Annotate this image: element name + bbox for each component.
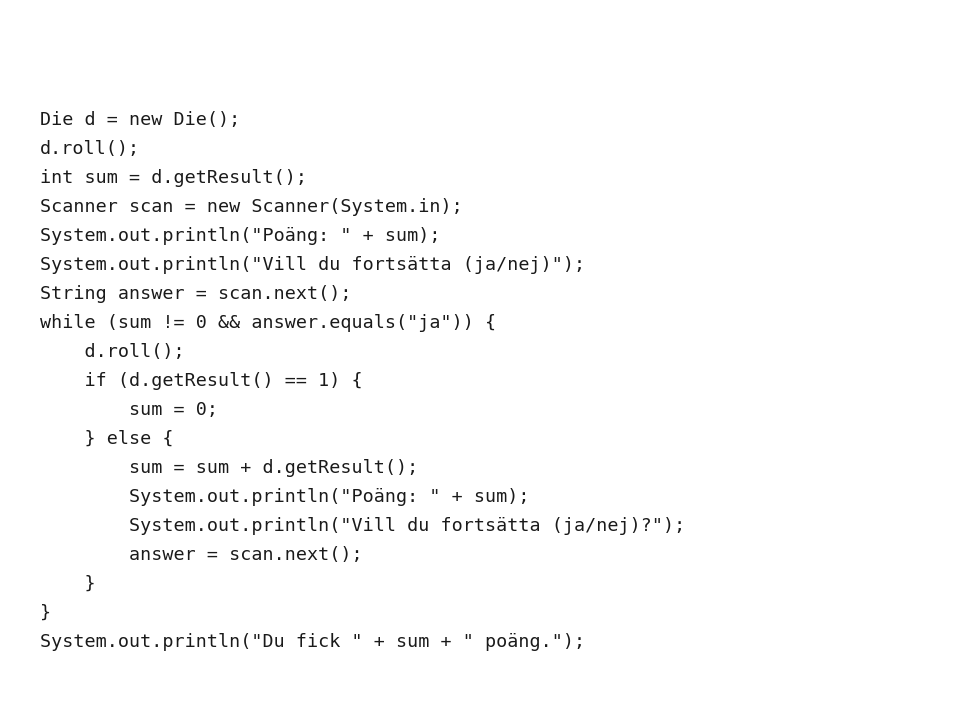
Text: System.out.println("Poäng: " + sum);: System.out.println("Poäng: " + sum); xyxy=(40,488,530,506)
Text: }: } xyxy=(40,575,96,593)
Text: } else {: } else { xyxy=(40,430,174,448)
Text: System.out.println("Vill du fortsätta (ja/nej)?");: System.out.println("Vill du fortsätta (j… xyxy=(40,517,685,535)
Text: System.out.println("Vill du fortsätta (ja/nej)");: System.out.println("Vill du fortsätta (j… xyxy=(40,256,586,274)
Text: System.out.println("Du fick " + sum + " poäng.");: System.out.println("Du fick " + sum + " … xyxy=(40,633,586,651)
Text: HT 2015     38 / 48: HT 2015 38 / 48 xyxy=(801,687,943,701)
Text: d.roll();: d.roll(); xyxy=(40,140,140,158)
Text: }: } xyxy=(40,604,52,622)
Text: Programexempel: tärningsspel: Programexempel: tärningsspel xyxy=(25,21,536,54)
Text: int sum = d.getResult();: int sum = d.getResult(); xyxy=(40,169,307,187)
Text: System.out.println("Poäng: " + sum);: System.out.println("Poäng: " + sum); xyxy=(40,227,441,245)
Text: Låt spelaren välja när det är dags att avbryta: Låt spelaren välja när det är dags att a… xyxy=(25,55,436,75)
Text: if (d.getResult() == 1) {: if (d.getResult() == 1) { xyxy=(40,372,363,390)
Text: sum = 0;: sum = 0; xyxy=(40,401,218,419)
Text: Scanner scan = new Scanner(System.in);: Scanner scan = new Scanner(System.in); xyxy=(40,198,463,216)
Text: sum = sum + d.getResult();: sum = sum + d.getResult(); xyxy=(40,459,419,477)
Text: EDAA20  (F5-7 programmering): EDAA20 (F5-7 programmering) xyxy=(17,687,258,701)
Text: while (sum != 0 && answer.equals("ja")) {: while (sum != 0 && answer.equals("ja")) … xyxy=(40,314,496,332)
Text: String answer = scan.next();: String answer = scan.next(); xyxy=(40,285,351,303)
Text: Die d = new Die();: Die d = new Die(); xyxy=(40,111,241,129)
Text: d.roll();: d.roll(); xyxy=(40,343,185,361)
Text: answer = scan.next();: answer = scan.next(); xyxy=(40,546,363,564)
